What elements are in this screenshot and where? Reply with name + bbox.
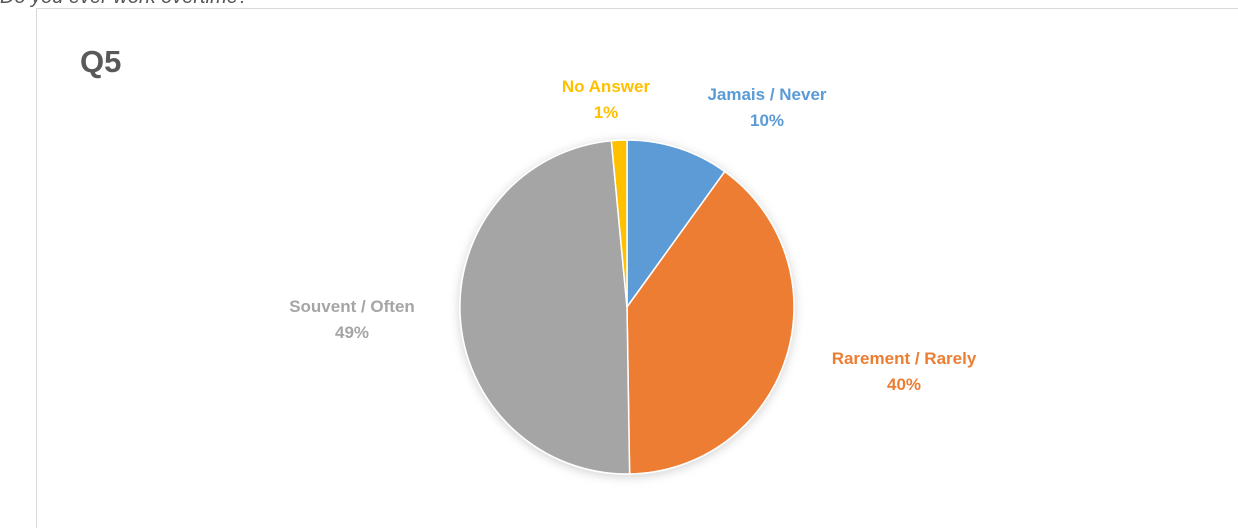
question-text: Do you ever work overtime? — [0, 0, 249, 9]
pie-slice-1 — [626, 170, 795, 475]
slice-percent-0: 10% — [750, 111, 784, 130]
pie-labels: Jamais / Never 10% Rarement / Rarely 40% Sou… — [289, 77, 977, 394]
slice-label-1: Rarement / Rarely — [832, 349, 977, 368]
slice-percent-1: 40% — [887, 375, 921, 394]
pie-slice-2 — [459, 139, 631, 475]
slice-percent-2: 49% — [335, 323, 369, 342]
slice-label-2: Souvent / Often — [289, 297, 415, 316]
pie-slice-3 — [610, 139, 628, 308]
slice-percent-3: 1% — [594, 103, 619, 122]
slice-label-0: Jamais / Never — [707, 85, 826, 104]
pie-slice-0 — [626, 139, 726, 310]
chart-frame — [36, 8, 1238, 528]
chart-title: Q5 — [80, 44, 122, 79]
pie-slices — [459, 139, 795, 475]
slice-label-3: No Answer — [562, 77, 651, 96]
